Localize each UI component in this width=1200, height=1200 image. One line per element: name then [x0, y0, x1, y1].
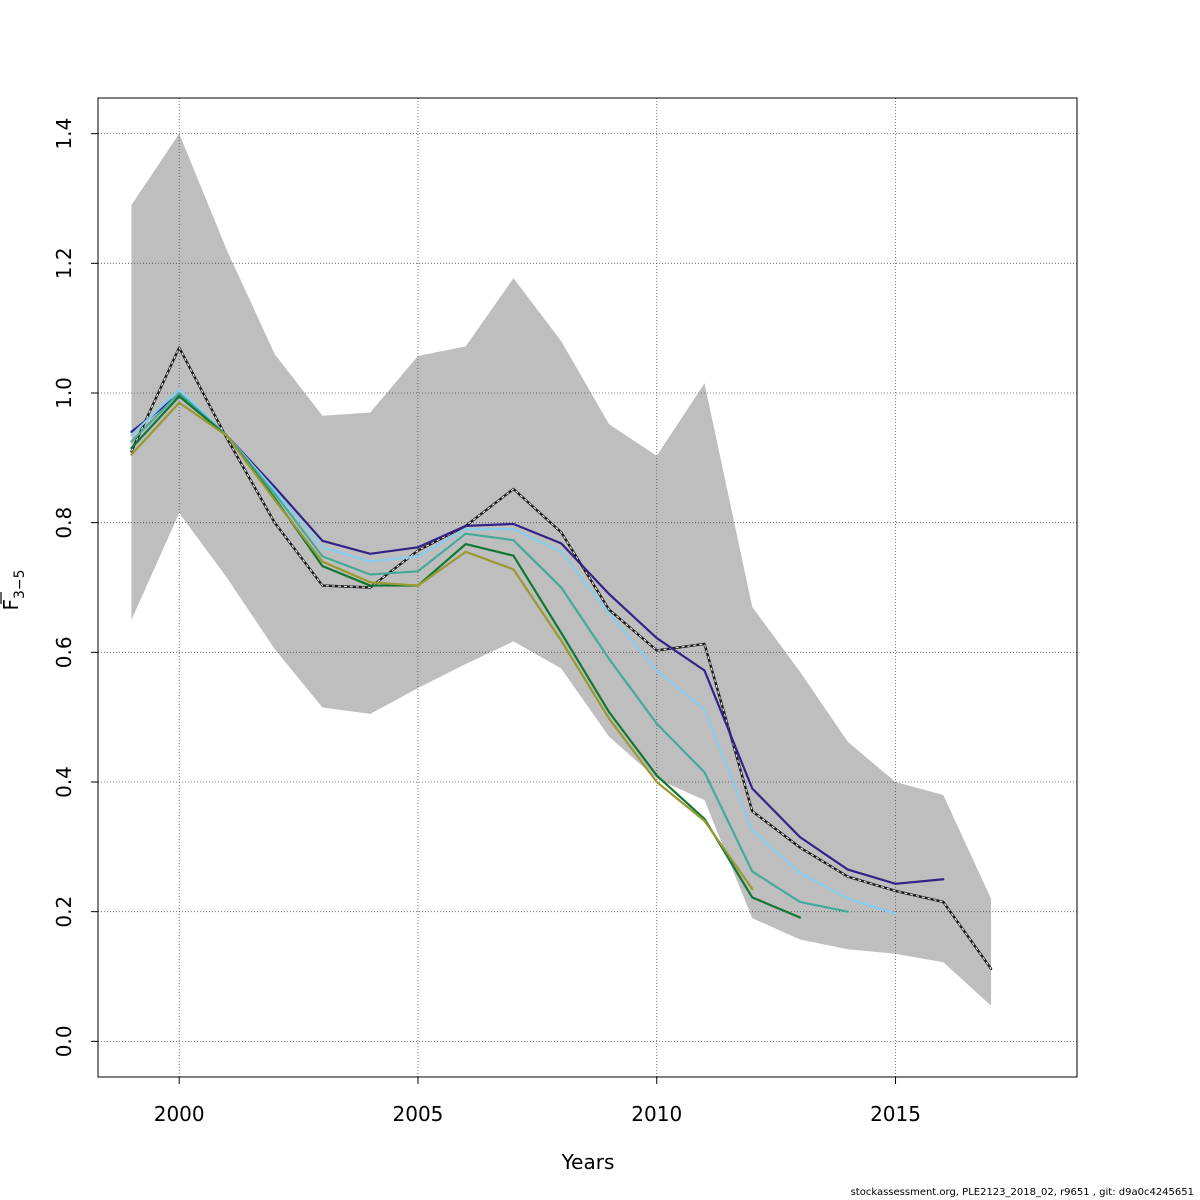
y-tick-label: 1.0: [52, 377, 76, 409]
y-tick-label: 0.8: [52, 507, 76, 539]
grid-layer: [98, 98, 1077, 1077]
x-tick-label: 2000: [154, 1102, 205, 1126]
y-tick-label: 1.4: [52, 118, 76, 150]
x-tick-label: 2005: [393, 1102, 444, 1126]
series-line-0-dash: [130, 347, 992, 970]
x-tick-label: 2015: [870, 1102, 921, 1126]
y-tick-label: 1.2: [52, 247, 76, 279]
y-tick-label: 0.0: [52, 1025, 76, 1057]
x-axis: 2000 2005 2010 2015: [154, 1077, 921, 1126]
x-axis-title: Years: [561, 1150, 615, 1174]
series-line-5: [130, 401, 754, 891]
footer-note: stockassessment.org, PLE2123_2018_02, r9…: [850, 1187, 1194, 1198]
y-tick-label: 0.2: [52, 896, 76, 928]
y-tick-label: 0.4: [52, 766, 76, 798]
plot-frame: [97, 97, 1078, 1078]
confidence-band: [131, 133, 992, 1006]
y-axis-title-main: F: [0, 599, 23, 611]
svg-text:F3−5: F3−5: [0, 569, 28, 610]
series-line-1: [130, 393, 945, 885]
series-line-2: [130, 388, 897, 915]
series-layer: [130, 346, 993, 970]
x-tick-label: 2010: [631, 1102, 682, 1126]
y-axis: 0.0 0.2 0.4 0.6 0.8 1.0 1.2 1.4: [52, 118, 98, 1057]
y-tick-label: 0.6: [52, 636, 76, 668]
series-line-3: [130, 391, 849, 913]
y-axis-title-subscript: 3−5: [12, 569, 28, 599]
y-axis-title: F3−5: [0, 569, 28, 610]
confidence-band-layer: [131, 133, 992, 1006]
